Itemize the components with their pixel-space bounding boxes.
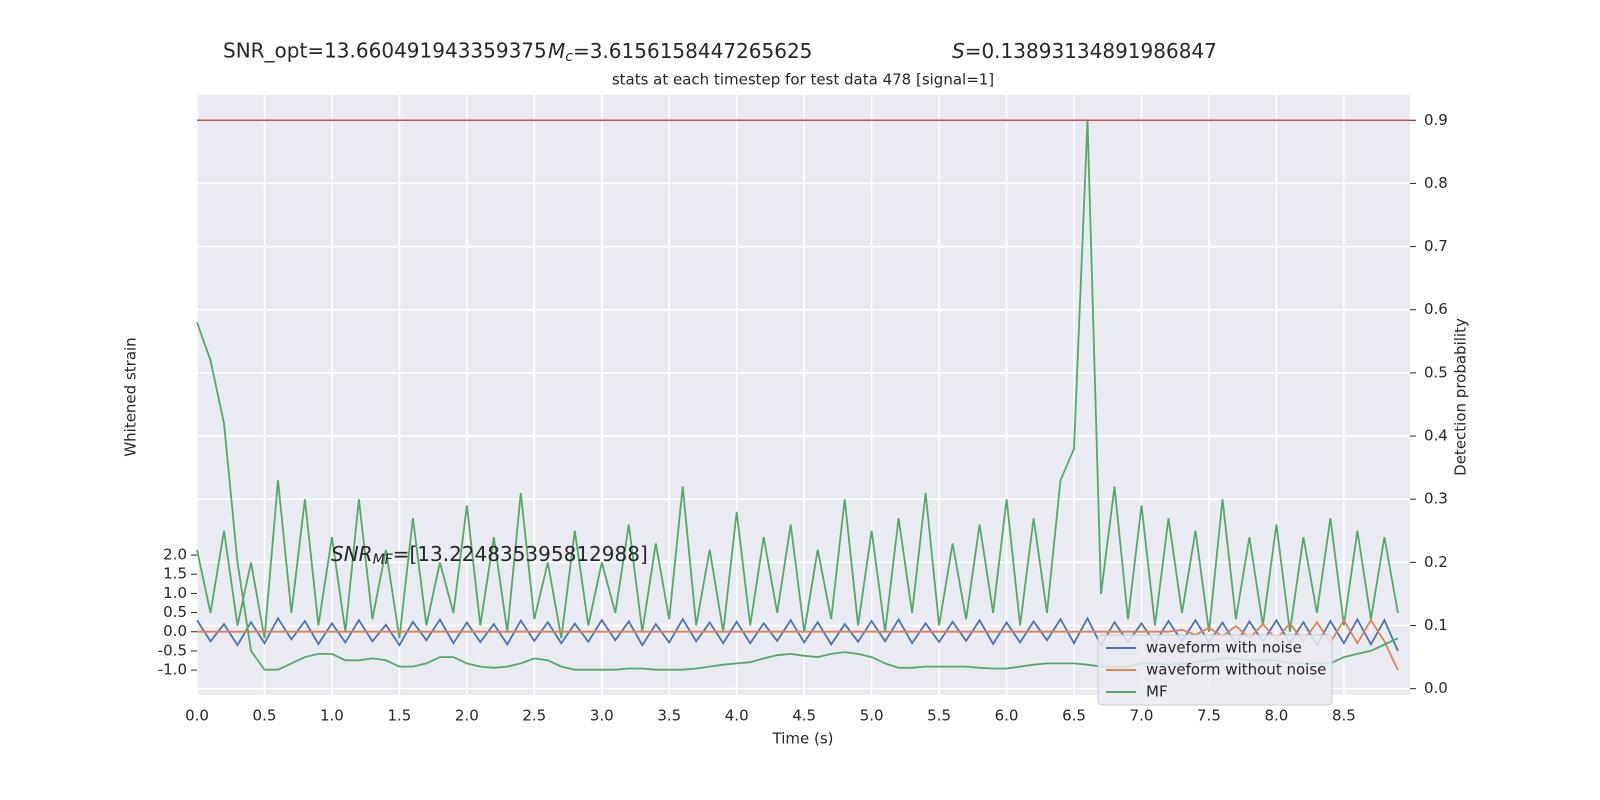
y2-tick-label: 0.4 xyxy=(1424,427,1448,445)
value: =0.13893134891986847 xyxy=(965,39,1217,63)
snr-mf: SNRMF=[13.224835395812988] xyxy=(331,542,648,569)
subscript: c xyxy=(565,49,573,65)
y2-tick-label: 0.0 xyxy=(1424,679,1448,697)
x-axis-label: Time (s) xyxy=(772,730,834,748)
y2-tick-label: 0.7 xyxy=(1424,237,1448,255)
value: =3.6156158447265625 xyxy=(573,39,812,63)
legend-label: MF xyxy=(1146,683,1168,701)
x-tick-label: 2.0 xyxy=(455,707,479,725)
x-tick-label: 7.0 xyxy=(1130,707,1154,725)
y2-tick-label: 0.1 xyxy=(1424,616,1448,634)
symbol: M xyxy=(548,39,565,63)
x-tick-label: 6.0 xyxy=(995,707,1019,725)
symbol: S xyxy=(952,39,965,63)
x-tick-label: 2.5 xyxy=(522,707,546,725)
x-tick-label: 1.0 xyxy=(320,707,344,725)
snr-opt: SNR_opt=13.660491943359375 xyxy=(223,39,547,63)
marks xyxy=(196,119,1410,671)
y-axis-label: Whitened strain xyxy=(122,337,140,456)
y-tick-label: 0.0 xyxy=(163,622,187,640)
x-tick-label: 5.5 xyxy=(927,707,951,725)
x-tick-label: 1.5 xyxy=(387,707,411,725)
legend-label: waveform without noise xyxy=(1146,661,1326,679)
y-tick-label: -0.5 xyxy=(158,641,187,659)
x-tick-label: 4.5 xyxy=(792,707,816,725)
series-line xyxy=(197,618,1399,671)
y2-tick-label: 0.9 xyxy=(1424,111,1448,129)
y2-axis-label: Detection probability xyxy=(1452,318,1470,476)
x-tick-label: 4.0 xyxy=(725,707,749,725)
legend-box xyxy=(1097,634,1333,706)
y-tick-label: 0.5 xyxy=(163,603,187,621)
y2-tick-label: 0.6 xyxy=(1424,300,1448,318)
x-tick-label: 5.0 xyxy=(860,707,884,725)
symbol: SNR xyxy=(331,542,373,566)
x-tick-label: 3.0 xyxy=(590,707,614,725)
x-tick-label: 3.5 xyxy=(657,707,681,725)
y-tick-label: 1.5 xyxy=(163,565,187,583)
series-line xyxy=(196,120,1399,639)
x-tick-label: 0.0 xyxy=(185,707,209,725)
x-tick-label: 7.5 xyxy=(1197,707,1221,725)
legend-label: waveform with noise xyxy=(1146,639,1302,657)
x-tick-label: 8.0 xyxy=(1264,707,1288,725)
legend: waveform with noise waveform without nois… xyxy=(1097,634,1333,706)
x-tick-label: 6.5 xyxy=(1062,707,1086,725)
s-stat: S=0.13893134891986847 xyxy=(952,39,1217,63)
value: =[13.224835395812988] xyxy=(393,542,648,566)
y2-tick-label: 0.3 xyxy=(1424,490,1448,508)
grid: 0.0 0.5 1.0 1.5 2.0 2.5 3.0 3.5 4.0 4.5 5.0 5.5 6.0 6… xyxy=(158,95,1448,725)
y-tick-label: 2.0 xyxy=(163,546,187,564)
x-tick-label: 8.5 xyxy=(1332,707,1356,725)
y2-tick-label: 0.5 xyxy=(1424,363,1448,381)
y-tick-label: 1.0 xyxy=(163,584,187,602)
x-tick-label: 0.5 xyxy=(253,707,277,725)
y-tick-label: -1.0 xyxy=(158,661,187,679)
chart-title: stats at each timestep for test data 478… xyxy=(612,71,994,89)
chirp-mass: Mc=3.6156158447265625 xyxy=(548,39,812,66)
y2-tick-label: 0.2 xyxy=(1424,553,1448,571)
subscript: MF xyxy=(373,552,394,568)
y2-tick-label: 0.8 xyxy=(1424,174,1448,192)
